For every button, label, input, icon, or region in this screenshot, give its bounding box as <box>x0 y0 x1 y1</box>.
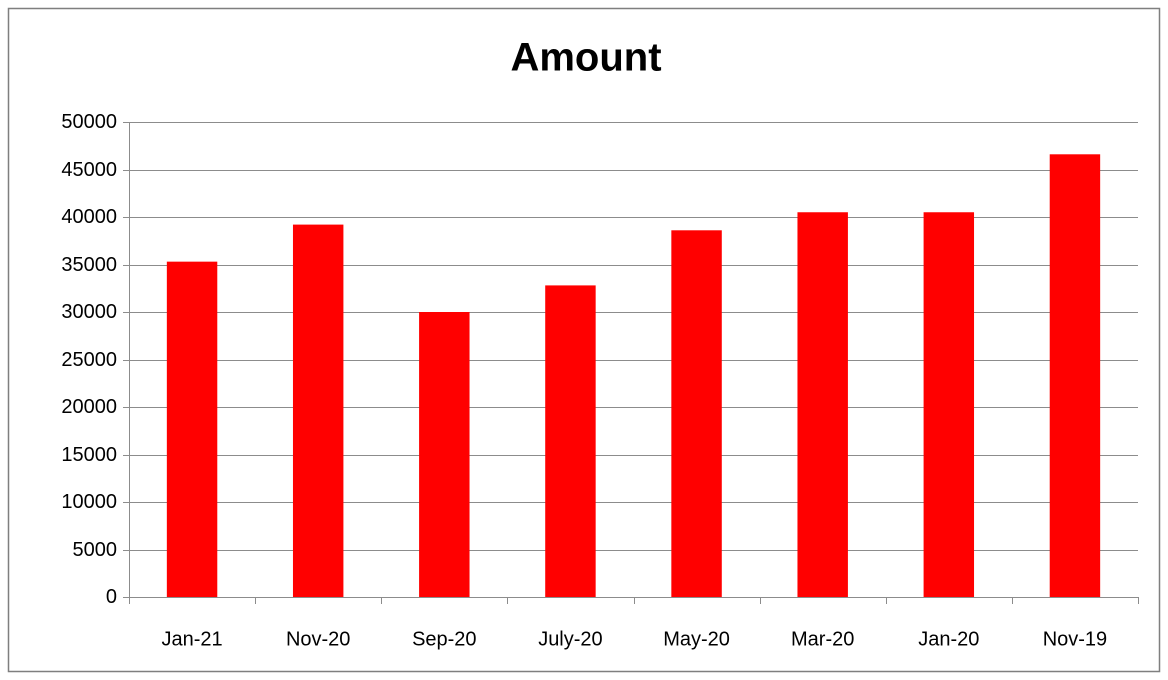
y-tick-label: 10000 <box>61 491 117 513</box>
y-tick-label: 20000 <box>61 396 117 418</box>
x-tick-label: May-20 <box>663 628 730 650</box>
bar <box>797 212 848 597</box>
bar <box>419 312 470 597</box>
bar <box>166 261 218 597</box>
y-tick-label: 5000 <box>73 539 118 561</box>
y-tick-label: 50000 <box>61 111 117 133</box>
bar <box>1049 154 1101 598</box>
y-tick-label: 45000 <box>61 159 117 181</box>
x-tick-label: July-20 <box>538 628 602 650</box>
y-tick-label: 15000 <box>61 444 117 466</box>
bar <box>923 212 975 597</box>
y-tick-label: 35000 <box>61 254 117 276</box>
x-tick-label: Jan-21 <box>161 628 222 650</box>
bar <box>292 224 344 597</box>
y-tick-label: 25000 <box>61 349 117 371</box>
y-tick-label: 0 <box>106 586 117 608</box>
bar <box>671 230 722 598</box>
x-tick-label: Sep-20 <box>412 628 477 650</box>
x-tick-label: Nov-20 <box>286 628 350 650</box>
x-tick-label: Mar-20 <box>791 628 854 650</box>
chart-title: Amount <box>510 36 661 80</box>
y-tick-label: 30000 <box>61 301 117 323</box>
y-tick-label: 40000 <box>61 206 117 228</box>
x-tick-label: Nov-19 <box>1043 628 1107 650</box>
x-tick-label: Jan-20 <box>918 628 979 650</box>
bar <box>545 285 596 597</box>
